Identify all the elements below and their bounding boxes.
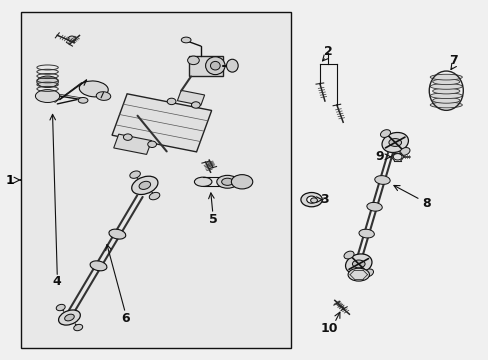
Ellipse shape <box>191 102 200 108</box>
Ellipse shape <box>187 56 199 64</box>
Ellipse shape <box>388 139 401 147</box>
Ellipse shape <box>35 90 60 103</box>
Ellipse shape <box>300 193 322 207</box>
Ellipse shape <box>56 304 65 311</box>
Ellipse shape <box>131 176 158 194</box>
Text: 2: 2 <box>323 45 332 58</box>
Ellipse shape <box>231 175 252 189</box>
Ellipse shape <box>139 181 150 189</box>
Ellipse shape <box>429 74 461 80</box>
Ellipse shape <box>345 254 371 274</box>
Ellipse shape <box>109 229 125 239</box>
Ellipse shape <box>74 324 82 331</box>
Ellipse shape <box>129 171 140 178</box>
Ellipse shape <box>358 229 374 238</box>
Ellipse shape <box>429 84 461 89</box>
Ellipse shape <box>310 198 317 203</box>
Ellipse shape <box>366 202 382 211</box>
Ellipse shape <box>78 98 88 103</box>
Ellipse shape <box>123 134 132 140</box>
Ellipse shape <box>59 310 80 325</box>
Ellipse shape <box>90 261 107 271</box>
Ellipse shape <box>392 154 401 160</box>
Ellipse shape <box>181 37 191 43</box>
Ellipse shape <box>64 314 74 321</box>
Ellipse shape <box>363 269 373 277</box>
Bar <box>114 134 151 154</box>
Text: 4: 4 <box>53 275 61 288</box>
Ellipse shape <box>343 251 353 259</box>
Ellipse shape <box>306 196 316 203</box>
Text: 7: 7 <box>448 54 457 67</box>
Ellipse shape <box>221 178 233 185</box>
Ellipse shape <box>432 79 459 85</box>
Ellipse shape <box>149 192 160 200</box>
Ellipse shape <box>380 130 390 138</box>
Ellipse shape <box>429 102 461 108</box>
Ellipse shape <box>374 176 389 184</box>
Ellipse shape <box>432 98 459 103</box>
Ellipse shape <box>194 177 211 186</box>
Ellipse shape <box>432 88 459 94</box>
Bar <box>188 56 222 76</box>
Bar <box>112 94 211 152</box>
Text: 8: 8 <box>422 197 430 210</box>
Ellipse shape <box>399 148 409 155</box>
Ellipse shape <box>96 92 110 100</box>
Text: 9: 9 <box>375 150 383 163</box>
Ellipse shape <box>226 59 238 72</box>
Text: 10: 10 <box>320 322 338 335</box>
Text: 5: 5 <box>208 213 217 226</box>
Ellipse shape <box>147 141 156 148</box>
Ellipse shape <box>210 62 220 70</box>
Ellipse shape <box>347 268 369 281</box>
Ellipse shape <box>79 81 108 97</box>
Ellipse shape <box>352 260 365 268</box>
Ellipse shape <box>429 93 461 99</box>
Ellipse shape <box>205 57 224 75</box>
Bar <box>177 90 204 105</box>
Ellipse shape <box>37 76 58 87</box>
Text: 3: 3 <box>320 193 328 206</box>
Text: 1: 1 <box>6 174 15 186</box>
Ellipse shape <box>381 132 407 153</box>
Ellipse shape <box>167 98 176 105</box>
Ellipse shape <box>216 175 238 188</box>
Ellipse shape <box>68 36 76 42</box>
Bar <box>21 12 290 348</box>
Text: 6: 6 <box>121 312 129 325</box>
